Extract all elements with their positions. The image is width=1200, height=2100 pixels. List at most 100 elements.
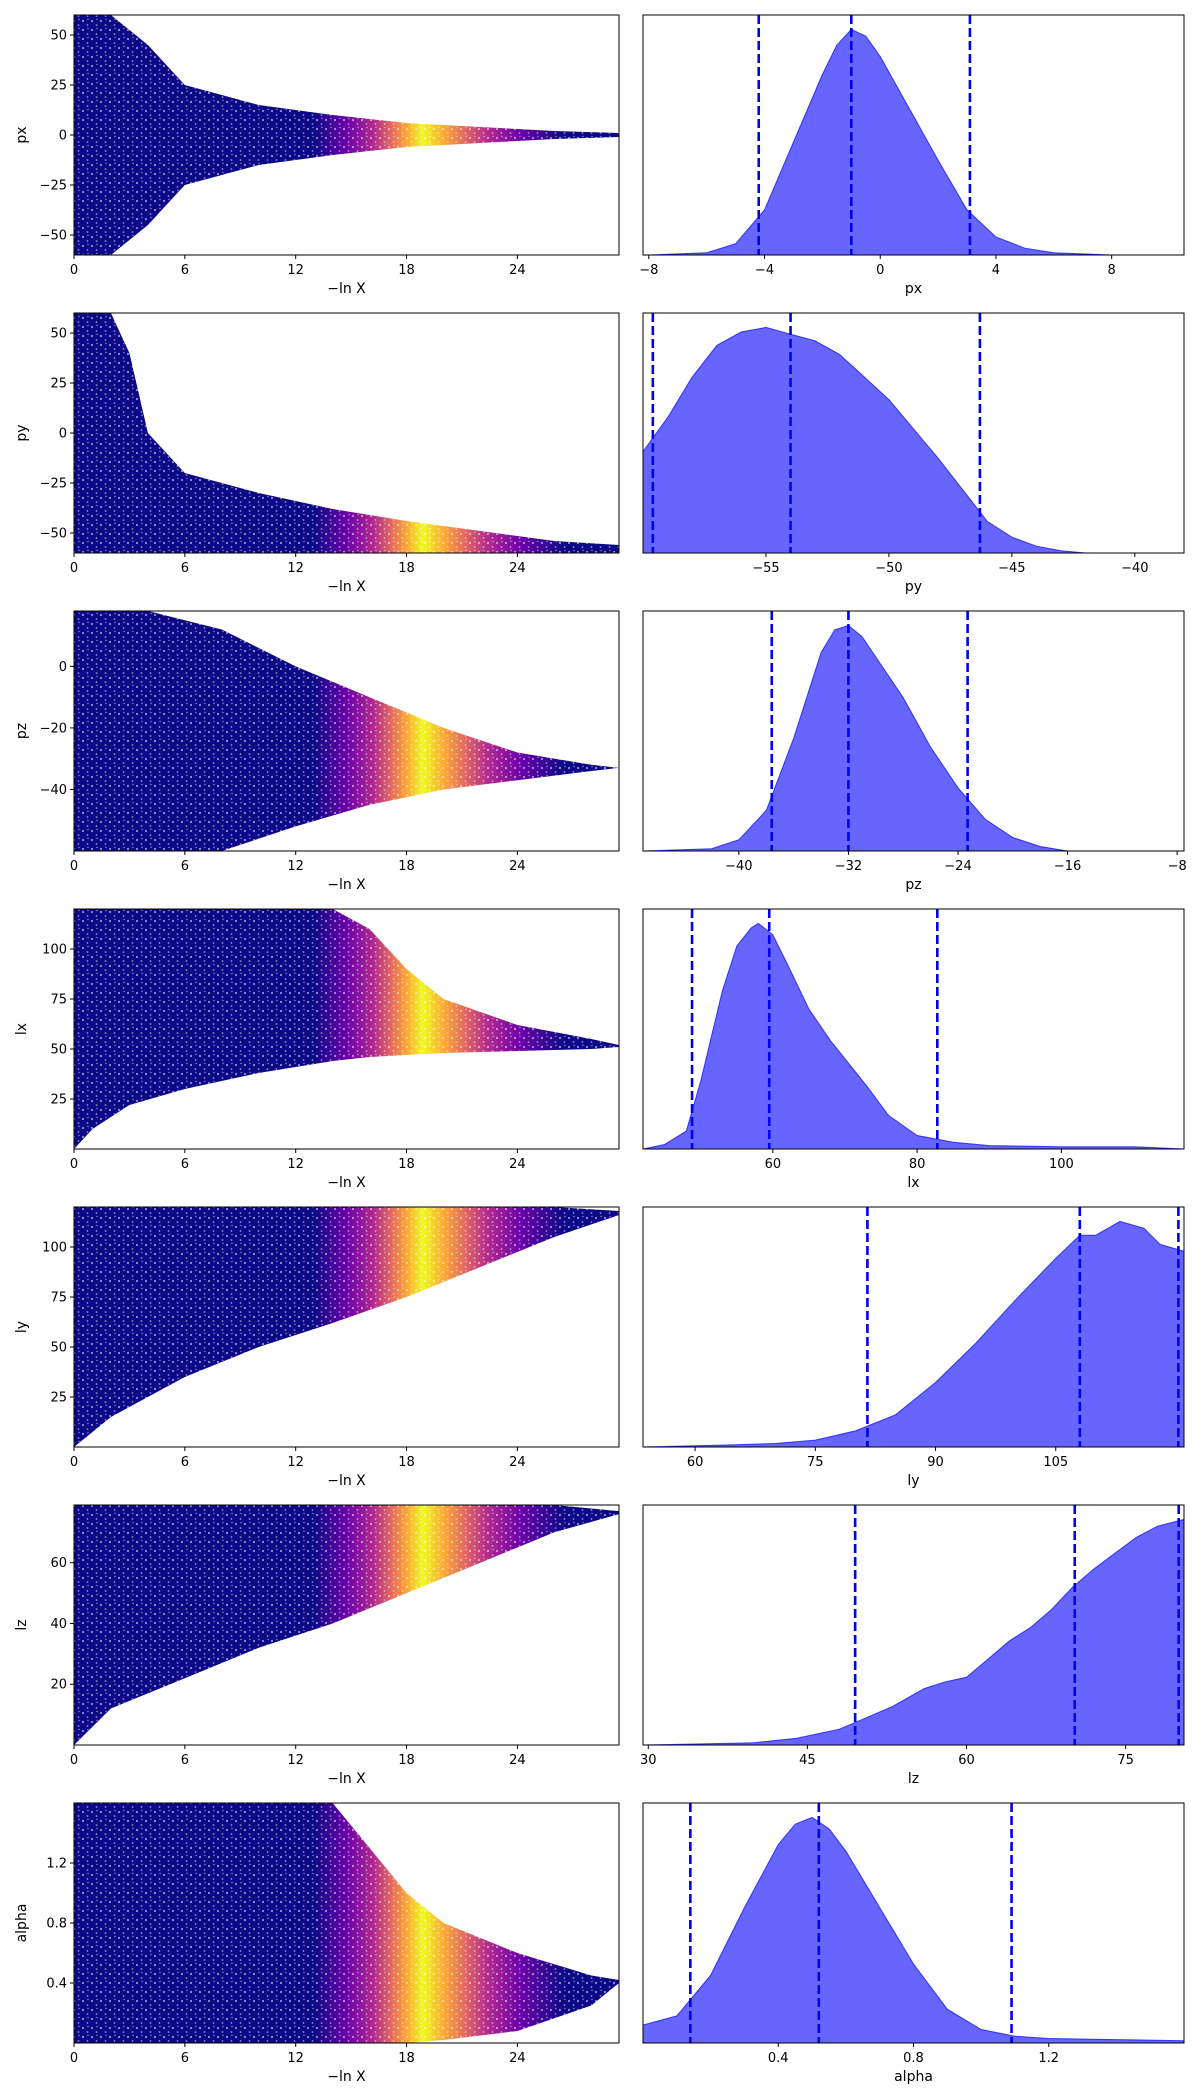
axes-frame: [73, 908, 620, 1150]
x-tick-label: 6: [181, 1157, 189, 1172]
trace-panel-ly: 25 50 75 100 ly 0 6 12 18 24 −ln X: [14, 1206, 620, 1489]
x-tick-label: 90: [927, 1455, 944, 1470]
x-axis-label: −ln X: [327, 1771, 366, 1787]
y-tick-label: 25: [50, 1093, 67, 1108]
axes-frame: [73, 1206, 620, 1448]
x-tick-label: −8: [639, 263, 658, 278]
y-tick-label: 50: [50, 327, 67, 342]
x-tick-label: −24: [944, 859, 971, 874]
kde-panel-ly: 60 75 90 105 ly: [642, 1206, 1185, 1489]
y-tick-label: 40: [50, 1617, 67, 1632]
x-tick-label: 12: [287, 263, 304, 278]
x-tick-label: −4: [755, 263, 774, 278]
kde-panel-alpha: 0.4 0.8 1.2 alpha: [642, 1802, 1185, 2085]
x-tick-label: 1.2: [1038, 2051, 1059, 2066]
y-tick-label: 100: [42, 943, 67, 958]
kde-area-pz: [642, 624, 1184, 852]
y-tick-label: 20: [50, 1678, 67, 1693]
kde-area-lz: [642, 1518, 1185, 1746]
x-axis-label: alpha: [894, 2069, 933, 2085]
axes-frame: [73, 1802, 620, 2044]
x-tick-label: 24: [509, 1157, 526, 1172]
x-tick-label: 30: [640, 1753, 657, 1768]
trace-sample-gaps-px: [74, 15, 619, 255]
x-tick-label: 18: [398, 859, 415, 874]
x-tick-label: 6: [181, 1753, 189, 1768]
x-tick-label: 18: [398, 2051, 415, 2066]
x-tick-label: 60: [765, 1157, 782, 1172]
x-axis-label: px: [905, 281, 922, 297]
y-tick-label: 0: [59, 129, 67, 144]
y-tick-label: 0: [59, 427, 67, 442]
kde-panel-lz: 30 45 60 75 lz: [640, 1504, 1185, 1787]
x-axis-label: py: [905, 579, 922, 595]
y-tick-label: 75: [50, 993, 67, 1008]
y-axis-label: pz: [14, 723, 30, 739]
x-tick-label: 0: [70, 1157, 78, 1172]
x-tick-label: −55: [752, 561, 779, 576]
x-tick-label: −16: [1054, 859, 1081, 874]
axes-frame: [642, 908, 1185, 1150]
x-tick-label: 12: [287, 1455, 304, 1470]
axes-frame: [642, 610, 1185, 852]
x-axis-label: −ln X: [327, 877, 366, 893]
x-tick-label: 0: [876, 263, 884, 278]
x-axis-label: pz: [905, 877, 921, 893]
axes-frame: [73, 312, 620, 554]
x-tick-label: 4: [992, 263, 1000, 278]
axes-frame: [642, 312, 1185, 554]
x-axis-label: −ln X: [327, 2069, 366, 2085]
x-tick-label: 75: [807, 1455, 824, 1470]
x-tick-label: 60: [687, 1455, 704, 1470]
x-tick-label: 12: [287, 859, 304, 874]
x-tick-label: 105: [1043, 1455, 1068, 1470]
x-tick-label: 0: [70, 1753, 78, 1768]
x-tick-label: −8: [1168, 859, 1187, 874]
trace-sample-gaps-pz: [74, 611, 619, 851]
axes-frame: [642, 1504, 1185, 1746]
x-axis-label: −ln X: [327, 579, 366, 595]
y-axis-label: py: [14, 424, 30, 441]
y-tick-label: 25: [50, 377, 67, 392]
x-tick-label: 24: [509, 2051, 526, 2066]
x-tick-label: 0: [70, 561, 78, 576]
axes-frame: [73, 1504, 620, 1746]
x-tick-label: 75: [1117, 1753, 1134, 1768]
x-tick-label: 24: [509, 1753, 526, 1768]
x-tick-label: 18: [398, 1455, 415, 1470]
y-axis-label: px: [14, 126, 30, 143]
y-axis-label: lx: [14, 1023, 30, 1035]
x-axis-label: −ln X: [327, 1473, 366, 1489]
y-tick-label: 50: [50, 29, 67, 44]
kde-area-px: [648, 28, 1184, 256]
trace-panel-py: −50 −25 0 25 50 py 0 6 12 18 24 −ln X: [14, 312, 620, 595]
y-tick-label: −40: [40, 783, 67, 798]
y-axis-label: ly: [14, 1321, 30, 1333]
x-tick-label: 12: [287, 2051, 304, 2066]
x-tick-label: 6: [181, 2051, 189, 2066]
x-tick-label: 12: [287, 1753, 304, 1768]
x-tick-label: −32: [835, 859, 862, 874]
y-tick-label: −20: [40, 721, 67, 736]
x-tick-label: 60: [958, 1753, 975, 1768]
kde-area-py: [642, 326, 1184, 554]
y-tick-label: 50: [50, 1341, 67, 1356]
y-axis-label: lz: [14, 1619, 30, 1630]
x-tick-label: −50: [875, 561, 902, 576]
trace-sample-gaps-alpha: [74, 1803, 619, 2043]
kde-panel-py: −55 −50 −45 −40 py: [642, 312, 1185, 595]
x-tick-label: −40: [1121, 561, 1148, 576]
y-tick-label: 0: [59, 660, 67, 675]
trace-panel-alpha: 0.4 0.8 1.2 alpha 0 6 12 18 24 −ln X: [14, 1802, 620, 2085]
y-tick-label: 75: [50, 1291, 67, 1306]
y-tick-label: −25: [40, 477, 67, 492]
x-axis-label: ly: [907, 1473, 919, 1489]
trace-sample-gaps-lz: [74, 1505, 619, 1745]
x-axis-label: lx: [907, 1175, 919, 1191]
x-tick-label: 18: [398, 1157, 415, 1172]
x-tick-label: 24: [509, 263, 526, 278]
x-tick-label: 45: [799, 1753, 816, 1768]
kde-area-ly: [642, 1220, 1185, 1448]
x-tick-label: −40: [725, 859, 752, 874]
